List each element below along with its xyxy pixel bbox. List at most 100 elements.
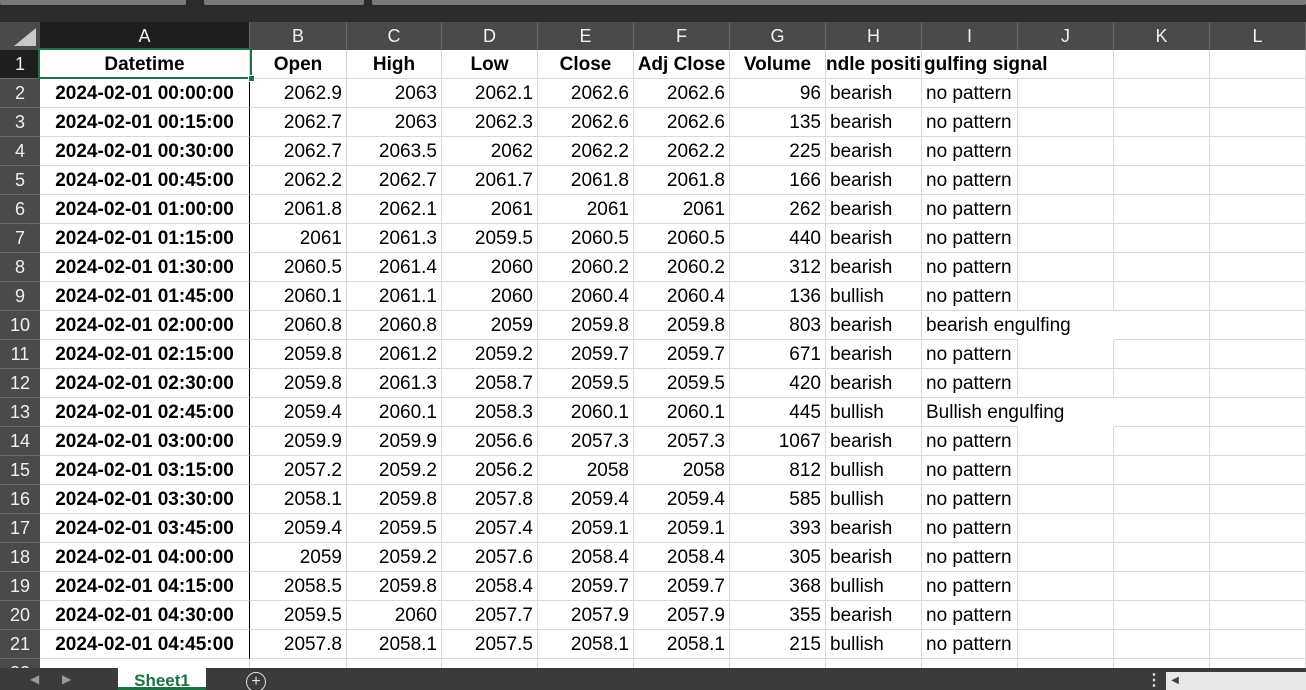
cell-datetime[interactable]: 2024-02-01 00:15:00 [40,108,250,137]
cell-candle-position[interactable]: bearish [826,195,922,224]
cell-open[interactable]: 2059.4 [250,398,347,427]
column-header-h[interactable]: H [826,22,922,50]
cell-datetime[interactable]: 2024-02-01 01:00:00 [40,195,250,224]
empty-cell[interactable] [1018,50,1114,79]
empty-cell[interactable] [1018,79,1114,108]
cell-datetime[interactable]: 2024-02-01 03:30:00 [40,485,250,514]
cell-close[interactable]: 2058 [538,456,634,485]
empty-cell[interactable] [1114,427,1210,456]
cell-volume[interactable]: 445 [730,398,826,427]
cell-datetime[interactable]: 2024-02-01 03:15:00 [40,456,250,485]
column-header-g[interactable]: G [730,22,826,50]
empty-cell[interactable] [1210,514,1306,543]
cell-engulfing-signal[interactable]: no pattern [922,137,1018,166]
empty-cell[interactable] [1018,572,1114,601]
empty-cell[interactable] [1114,253,1210,282]
empty-cell[interactable] [1018,427,1114,456]
cell-engulfing-signal[interactable]: no pattern [922,166,1018,195]
empty-cell[interactable] [1210,485,1306,514]
empty-cell[interactable] [1114,195,1210,224]
cell-high[interactable]: 2061.2 [347,340,442,369]
row-header[interactable]: 12 [0,369,40,398]
empty-cell[interactable] [1018,369,1114,398]
header-cell-datetime[interactable]: Datetime [40,50,250,79]
cell-high[interactable]: 2061.1 [347,282,442,311]
cell-high[interactable]: 2060.8 [347,311,442,340]
cell-close[interactable]: 2057.3 [538,427,634,456]
cell-close[interactable]: 2059.4 [538,485,634,514]
cell-candle-position[interactable]: bearish [826,340,922,369]
cell-candle-position[interactable]: bullish [826,630,922,659]
cell-low[interactable]: 2057.6 [442,543,538,572]
header-cell-open[interactable]: Open [250,50,347,79]
column-header-a[interactable]: A [40,22,250,50]
cell-engulfing-signal[interactable]: no pattern [922,340,1018,369]
cell-volume[interactable]: 585 [730,485,826,514]
cell-adj-close[interactable]: 2059.5 [634,369,730,398]
cell-adj-close[interactable]: 2062.6 [634,79,730,108]
cell-candle-position[interactable]: bearish [826,311,922,340]
cell-volume[interactable]: 368 [730,572,826,601]
cell-volume[interactable]: 312 [730,253,826,282]
empty-cell[interactable] [1210,195,1306,224]
cell-low[interactable]: 2060 [442,253,538,282]
cell-candle-position[interactable]: bearish [826,514,922,543]
cell-datetime[interactable]: 2024-02-01 02:15:00 [40,340,250,369]
empty-cell[interactable] [1114,543,1210,572]
cell-datetime[interactable]: 2024-02-01 01:15:00 [40,224,250,253]
empty-cell[interactable] [1114,514,1210,543]
empty-cell[interactable] [1210,166,1306,195]
row-header[interactable]: 6 [0,195,40,224]
empty-cell[interactable] [1018,253,1114,282]
cell-low[interactable]: 2057.7 [442,601,538,630]
cell-close[interactable]: 2062.2 [538,137,634,166]
cell-volume[interactable]: 812 [730,456,826,485]
empty-cell[interactable] [1210,572,1306,601]
column-header-c[interactable]: C [347,22,442,50]
cell-high[interactable]: 2061.4 [347,253,442,282]
empty-cell[interactable] [1210,340,1306,369]
cell-volume[interactable]: 420 [730,369,826,398]
empty-cell[interactable] [1210,108,1306,137]
empty-cell[interactable] [1210,601,1306,630]
empty-cell[interactable] [1018,543,1114,572]
cell-volume[interactable]: 355 [730,601,826,630]
cell-engulfing-signal[interactable]: no pattern [922,485,1018,514]
worksheet-grid[interactable]: Datetime Open High Low Close Adj Close Volume n… [40,50,1306,668]
cell-open[interactable]: 2062.7 [250,108,347,137]
cell-low[interactable]: 2056.2 [442,456,538,485]
cell-high[interactable]: 2060.1 [347,398,442,427]
empty-cell[interactable] [1114,630,1210,659]
cell-engulfing-signal[interactable]: Bullish engulfing [922,398,1064,427]
empty-cell[interactable] [1114,601,1210,630]
cell-engulfing-signal[interactable]: no pattern [922,108,1018,137]
cell-close[interactable]: 2062.6 [538,79,634,108]
column-header-e[interactable]: E [538,22,634,50]
cell-low[interactable]: 2057.4 [442,514,538,543]
cell-adj-close[interactable]: 2061 [634,195,730,224]
cell-close[interactable]: 2059.1 [538,514,634,543]
cell-engulfing-signal[interactable]: bearish engulfing [922,311,1071,340]
empty-cell[interactable] [1210,398,1306,427]
cell-datetime[interactable]: 2024-02-01 00:00:00 [40,79,250,108]
empty-cell[interactable] [1018,601,1114,630]
cell-candle-position[interactable]: bearish [826,543,922,572]
cell-candle-position[interactable]: bearish [826,601,922,630]
cell-adj-close[interactable]: 2062.6 [634,108,730,137]
cell-low[interactable]: 2062.3 [442,108,538,137]
cell-high[interactable]: 2059.8 [347,572,442,601]
cell-open[interactable]: 2059.8 [250,340,347,369]
empty-cell[interactable] [1018,108,1114,137]
empty-cell[interactable] [442,659,538,668]
cell-candle-position[interactable]: bearish [826,108,922,137]
cell-low[interactable]: 2058.3 [442,398,538,427]
cell-open[interactable]: 2059.8 [250,369,347,398]
cell-low[interactable]: 2059.5 [442,224,538,253]
cell-datetime[interactable]: 2024-02-01 04:15:00 [40,572,250,601]
empty-cell[interactable] [730,659,826,668]
empty-cell[interactable] [1114,79,1210,108]
cell-volume[interactable]: 225 [730,137,826,166]
cell-adj-close[interactable]: 2061.8 [634,166,730,195]
select-all-button[interactable] [0,22,40,50]
empty-cell[interactable] [1210,543,1306,572]
